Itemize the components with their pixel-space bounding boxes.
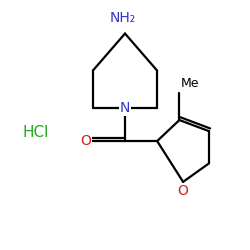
Text: O: O <box>80 134 91 148</box>
Text: N: N <box>120 101 130 115</box>
Text: Me: Me <box>180 78 199 90</box>
Text: HCl: HCl <box>23 125 49 140</box>
Text: O: O <box>178 184 188 198</box>
Text: NH₂: NH₂ <box>110 11 136 25</box>
